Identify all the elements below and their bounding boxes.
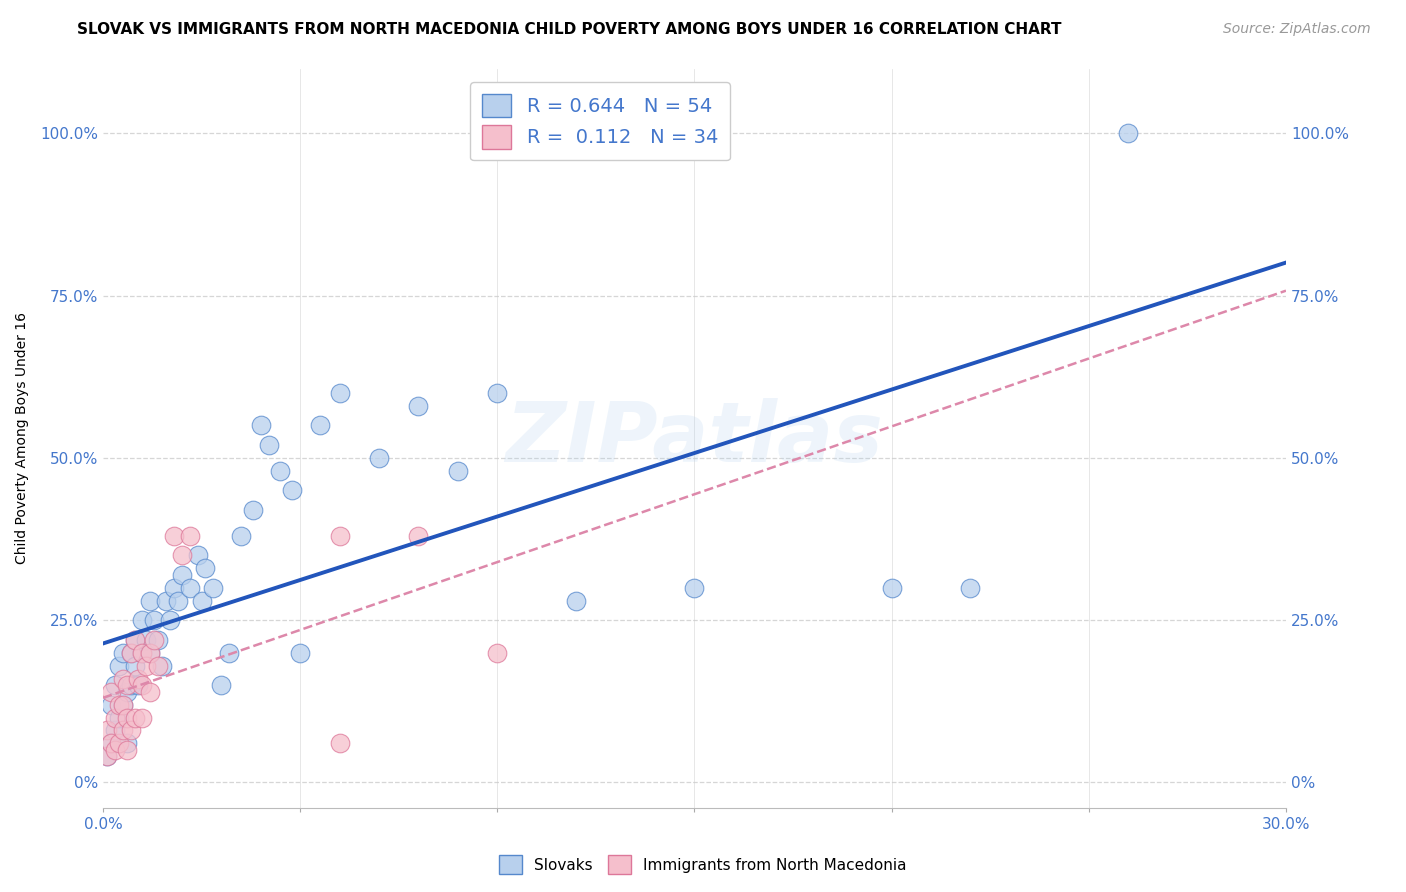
Point bbox=[100, 684, 122, 698]
Point bbox=[124, 632, 146, 647]
Point bbox=[148, 632, 170, 647]
Point bbox=[408, 529, 430, 543]
Point bbox=[194, 561, 217, 575]
Point bbox=[104, 710, 127, 724]
Point bbox=[202, 581, 225, 595]
Point bbox=[115, 678, 138, 692]
Point bbox=[257, 438, 280, 452]
Point bbox=[131, 646, 153, 660]
Point bbox=[115, 710, 138, 724]
Text: SLOVAK VS IMMIGRANTS FROM NORTH MACEDONIA CHILD POVERTY AMONG BOYS UNDER 16 CORR: SLOVAK VS IMMIGRANTS FROM NORTH MACEDONI… bbox=[77, 22, 1062, 37]
Point bbox=[107, 658, 129, 673]
Point bbox=[163, 581, 186, 595]
Point bbox=[139, 593, 162, 607]
Point bbox=[104, 743, 127, 757]
Point bbox=[111, 672, 134, 686]
Point bbox=[107, 710, 129, 724]
Point bbox=[107, 736, 129, 750]
Point bbox=[96, 749, 118, 764]
Point bbox=[100, 736, 122, 750]
Point bbox=[329, 386, 352, 401]
Point bbox=[167, 593, 190, 607]
Text: Source: ZipAtlas.com: Source: ZipAtlas.com bbox=[1223, 22, 1371, 37]
Point bbox=[308, 418, 330, 433]
Point bbox=[143, 632, 166, 647]
Point bbox=[120, 646, 142, 660]
Point bbox=[170, 548, 193, 562]
Point bbox=[131, 646, 153, 660]
Point bbox=[281, 483, 304, 498]
Point bbox=[408, 399, 430, 413]
Point bbox=[565, 593, 588, 607]
Point bbox=[139, 646, 162, 660]
Point bbox=[139, 646, 162, 660]
Point bbox=[135, 632, 157, 647]
Point bbox=[187, 548, 209, 562]
Point bbox=[218, 646, 240, 660]
Point bbox=[368, 450, 391, 465]
Point bbox=[104, 678, 127, 692]
Point bbox=[127, 672, 149, 686]
Point bbox=[1116, 127, 1139, 141]
Point bbox=[447, 464, 470, 478]
Point bbox=[131, 613, 153, 627]
Point bbox=[111, 723, 134, 738]
Point bbox=[170, 567, 193, 582]
Point bbox=[96, 723, 118, 738]
Point bbox=[124, 658, 146, 673]
Point bbox=[100, 736, 122, 750]
Point bbox=[120, 646, 142, 660]
Point bbox=[155, 593, 177, 607]
Point bbox=[150, 658, 173, 673]
Point bbox=[179, 581, 201, 595]
Point bbox=[148, 658, 170, 673]
Point bbox=[100, 698, 122, 712]
Point bbox=[329, 529, 352, 543]
Point bbox=[959, 581, 981, 595]
Point bbox=[115, 743, 138, 757]
Point bbox=[143, 613, 166, 627]
Point bbox=[880, 581, 903, 595]
Point bbox=[139, 684, 162, 698]
Y-axis label: Child Poverty Among Boys Under 16: Child Poverty Among Boys Under 16 bbox=[15, 312, 30, 565]
Point bbox=[115, 736, 138, 750]
Point bbox=[486, 386, 509, 401]
Point bbox=[486, 646, 509, 660]
Point bbox=[179, 529, 201, 543]
Point bbox=[115, 684, 138, 698]
Point bbox=[249, 418, 271, 433]
Point bbox=[229, 529, 252, 543]
Point bbox=[190, 593, 212, 607]
Point bbox=[131, 678, 153, 692]
Legend: Slovaks, Immigrants from North Macedonia: Slovaks, Immigrants from North Macedonia bbox=[494, 849, 912, 880]
Point bbox=[111, 698, 134, 712]
Point bbox=[120, 723, 142, 738]
Point bbox=[242, 503, 264, 517]
Point bbox=[127, 678, 149, 692]
Point bbox=[329, 736, 352, 750]
Point bbox=[120, 678, 142, 692]
Point bbox=[135, 658, 157, 673]
Point bbox=[683, 581, 706, 595]
Point bbox=[107, 698, 129, 712]
Point bbox=[111, 646, 134, 660]
Point bbox=[104, 723, 127, 738]
Point bbox=[96, 749, 118, 764]
Point bbox=[131, 710, 153, 724]
Point bbox=[111, 698, 134, 712]
Text: ZIPatlas: ZIPatlas bbox=[506, 398, 883, 479]
Point bbox=[163, 529, 186, 543]
Point bbox=[159, 613, 181, 627]
Point bbox=[124, 710, 146, 724]
Legend: R = 0.644   N = 54, R =  0.112   N = 34: R = 0.644 N = 54, R = 0.112 N = 34 bbox=[470, 82, 730, 161]
Point bbox=[288, 646, 311, 660]
Point bbox=[269, 464, 291, 478]
Point bbox=[124, 632, 146, 647]
Point bbox=[209, 678, 232, 692]
